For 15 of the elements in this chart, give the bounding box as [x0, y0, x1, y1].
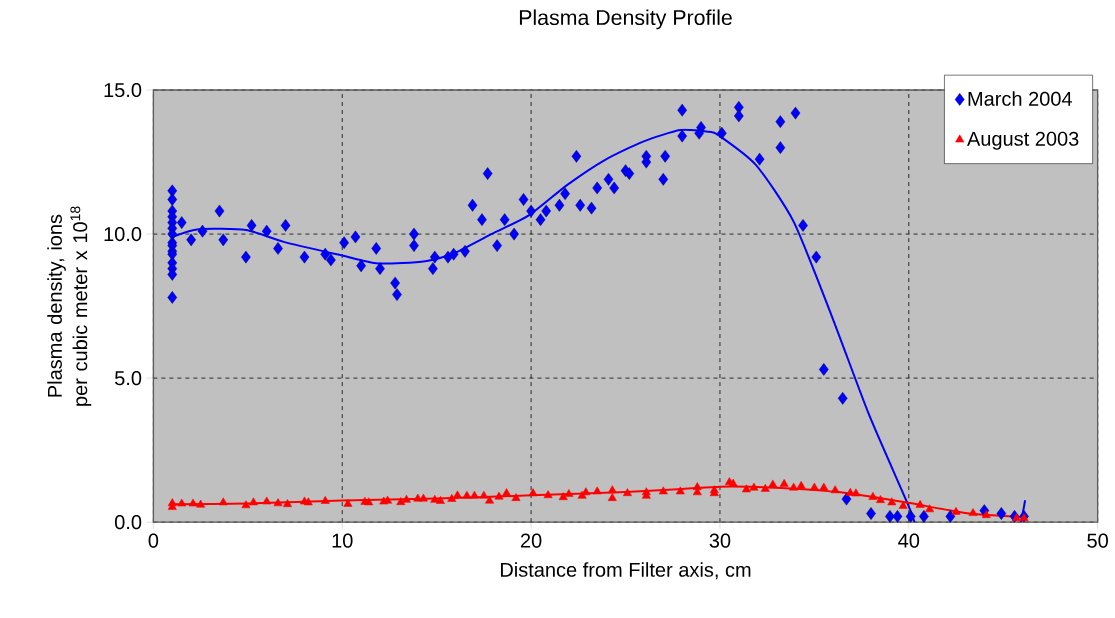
x-tick-label: 40 — [898, 533, 920, 548]
legend-label: March 2004 — [968, 91, 1072, 106]
chart-title: Plasma Density Profile — [519, 9, 732, 30]
y-axis-title: Plasma density, ions per cubic meter x 10$^{18}$ — [47, 206, 92, 406]
x-tick-label: 50 — [1087, 533, 1108, 548]
x-axis-title: Distance from Filter axis, cm — [500, 562, 751, 580]
y-tick-label: 10.0 — [104, 226, 142, 242]
x-tick-label: 0 — [148, 533, 159, 548]
y-tick-label: 15.0 — [104, 82, 142, 98]
x-tick-label: 20 — [520, 533, 542, 548]
y-tick-label: 0.0 — [114, 514, 142, 530]
x-tick-label: 10 — [332, 533, 353, 548]
legend-label: August 2003 — [967, 131, 1079, 150]
x-tick-label: 30 — [709, 533, 731, 548]
y-tick-label: 5.0 — [114, 370, 142, 386]
